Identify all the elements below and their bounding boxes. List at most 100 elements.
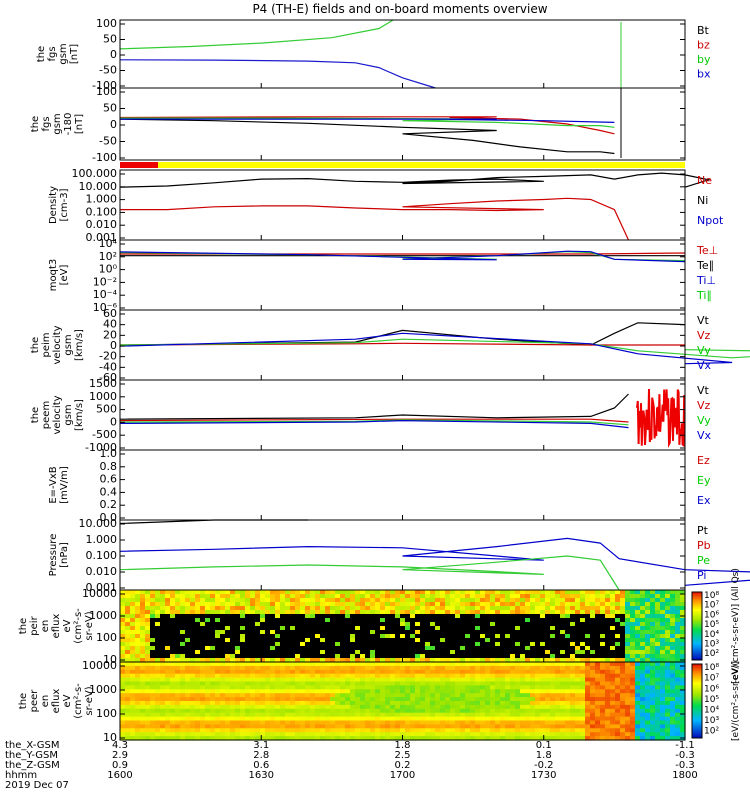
heatmap-cell	[120, 590, 126, 595]
heatmap-cell	[165, 598, 171, 603]
heatmap-cell	[335, 724, 341, 729]
colorbar-frame	[691, 663, 703, 739]
heatmap-cell	[180, 630, 186, 635]
heatmap-cell	[390, 602, 396, 607]
colorbar-cell	[692, 721, 702, 724]
heatmap-cell	[200, 697, 206, 702]
heatmap-cell	[660, 650, 666, 655]
series-line	[119, 393, 629, 420]
heatmap-cell	[205, 665, 211, 671]
heatmap-cell	[380, 732, 386, 737]
heatmap-cell	[160, 622, 166, 627]
heatmap-cell	[415, 704, 421, 710]
y-axis-label: the	[18, 618, 29, 634]
heatmap-cell	[495, 654, 501, 659]
colorbar-tick-label: 10⁷	[704, 674, 719, 684]
heatmap-cell	[490, 712, 496, 718]
heatmap-cell	[325, 650, 331, 655]
heatmap-cell	[520, 590, 526, 595]
heatmap-cell	[450, 618, 456, 623]
heatmap-cell	[635, 701, 641, 706]
heatmap-cell	[580, 602, 586, 607]
heatmap-cell	[370, 701, 376, 706]
heatmap-cell	[330, 634, 336, 639]
heatmap-cell	[140, 630, 146, 635]
heatmap-cell	[420, 614, 426, 619]
heatmap-cell	[215, 736, 221, 741]
colorbar-tick-label: 10⁵	[704, 620, 719, 630]
heatmap-cell	[475, 716, 481, 722]
heatmap-cell	[275, 610, 281, 615]
heatmap-cell	[170, 606, 176, 611]
heatmap-cell	[305, 642, 311, 647]
heatmap-cell	[655, 630, 661, 635]
heatmap-cell	[680, 662, 686, 667]
heatmap-cell	[620, 598, 626, 603]
heatmap-cell	[610, 716, 616, 722]
heatmap-cell	[260, 654, 266, 659]
y-tick-label: 1500	[89, 377, 117, 390]
heatmap-cell	[515, 736, 521, 741]
heatmap-cell	[220, 626, 226, 631]
heatmap-cell	[500, 642, 506, 647]
heatmap-cell	[215, 614, 221, 619]
heatmap-cell	[250, 728, 256, 733]
heatmap-cell	[360, 650, 366, 655]
heatmap-cell	[365, 654, 371, 659]
heatmap-cell	[330, 673, 336, 679]
heatmap-cell	[260, 720, 266, 725]
heatmap-cell	[320, 708, 326, 714]
series-line	[119, 342, 685, 346]
heatmap-cell	[455, 681, 461, 686]
heatmap-cell	[465, 697, 471, 702]
heatmap-cell	[375, 658, 381, 663]
heatmap-cell	[285, 685, 291, 690]
heatmap-cell	[455, 736, 461, 741]
heatmap-cell	[280, 689, 286, 694]
heatmap-cell	[170, 658, 176, 663]
heatmap-cell	[545, 662, 551, 667]
heatmap-cell	[260, 626, 266, 631]
heatmap-cell	[385, 622, 391, 627]
heatmap-cell	[465, 720, 471, 725]
heatmap-cell	[445, 689, 451, 694]
heatmap-cell	[325, 681, 331, 686]
heatmap-cell	[260, 610, 266, 615]
heatmap-cell	[415, 602, 421, 607]
heatmap-cell	[155, 665, 161, 671]
heatmap-cell	[305, 708, 311, 714]
heatmap-cell	[350, 720, 356, 725]
heatmap-cell	[395, 681, 401, 686]
heatmap-cell	[460, 634, 466, 639]
heatmap-cell	[680, 673, 686, 679]
heatmap-cell	[520, 602, 526, 607]
heatmap-cell	[425, 704, 431, 710]
heatmap-cell	[400, 708, 406, 714]
heatmap-cell	[570, 724, 576, 729]
heatmap-cell	[620, 642, 626, 647]
heatmap-cell	[325, 669, 331, 675]
colorbar-cell	[692, 646, 702, 649]
heatmap-cell	[630, 736, 636, 741]
colorbar-cell	[692, 664, 702, 667]
heatmap-cell	[585, 606, 591, 611]
heatmap-cell	[210, 610, 216, 615]
heatmap-cell	[675, 638, 681, 643]
heatmap-cell	[520, 614, 526, 619]
heatmap-cell	[505, 673, 511, 679]
heatmap-cell	[565, 630, 571, 635]
heatmap-cell	[405, 658, 411, 663]
colorbar-cell	[692, 688, 702, 691]
heatmap-cell	[445, 602, 451, 607]
heatmap-cell	[540, 654, 546, 659]
heatmap-cell	[540, 665, 546, 671]
heatmap-cell	[445, 732, 451, 737]
heatmap-cell	[275, 662, 281, 667]
heatmap-cell	[435, 693, 441, 698]
heatmap-cell	[570, 708, 576, 714]
heatmap-cell	[155, 618, 161, 623]
heatmap-cell	[595, 728, 601, 733]
heatmap-cell	[395, 626, 401, 631]
heatmap-cell	[615, 681, 621, 686]
heatmap-cell	[325, 638, 331, 643]
